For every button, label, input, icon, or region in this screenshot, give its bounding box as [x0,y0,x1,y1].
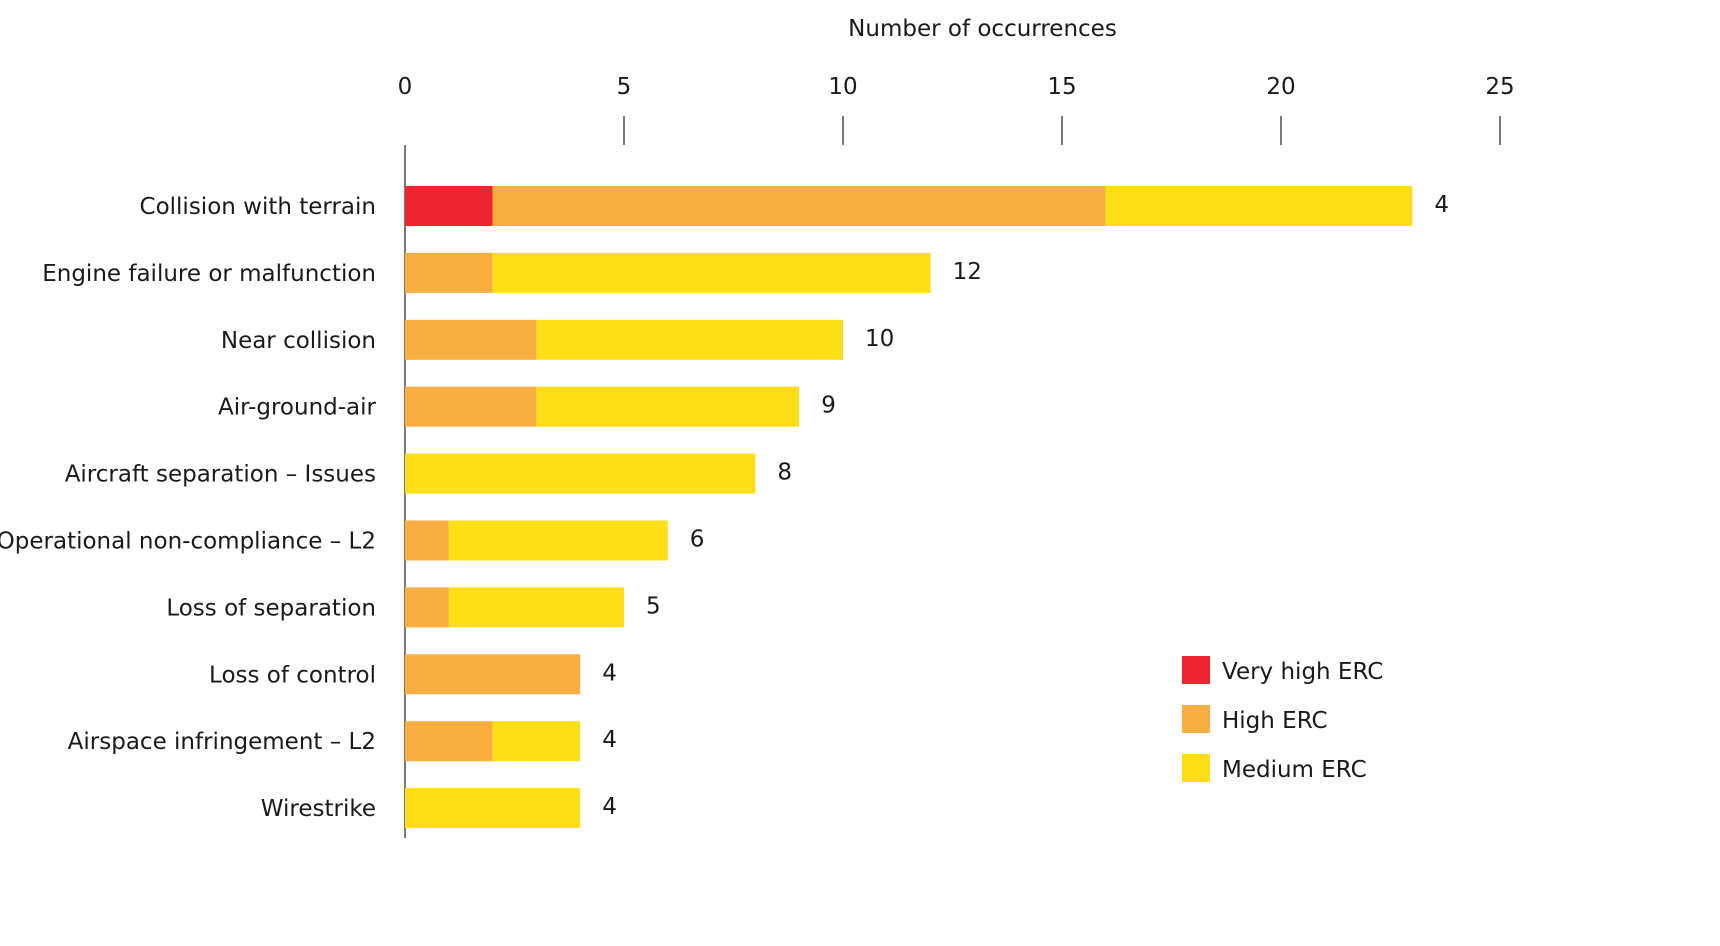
category-label: Operational non-compliance – L2 [0,529,376,555]
bar-segment [448,587,624,628]
bar-segment [405,319,537,360]
legend-label: Medium ERC [1222,757,1367,783]
legend-label: Very high ERC [1222,659,1383,685]
category-labels: Collision with terrain Engine failure or … [0,194,377,822]
category-label: Near collision [221,328,376,354]
legend: Very high ERC High ERC Medium ERC [1182,656,1383,783]
data-labels: 4 12 10 9 8 6 5 4 4 4 [602,192,1449,820]
bar-segment [405,721,493,762]
bar-segment [405,587,449,628]
category-label: Wirestrike [261,796,376,822]
x-axis-title: Number of occurrences [848,16,1117,42]
bar-segment [405,386,537,427]
category-label: Air-ground-air [218,395,377,421]
bar-segment [1105,186,1413,226]
bar-segment [405,186,493,226]
x-tick-label: 25 [1485,74,1514,100]
x-tick-label: 10 [828,74,857,100]
x-tick-label: 0 [398,74,413,100]
data-label: 12 [953,259,982,285]
bar-segment [492,721,581,762]
bars [405,186,1413,829]
bar-segment [405,453,756,494]
category-label: Engine failure or malfunction [42,261,376,287]
data-label: 10 [865,326,894,352]
legend-swatch [1182,656,1210,684]
category-label: Loss of control [209,662,376,688]
data-label: 6 [690,527,705,553]
x-tick-label: 20 [1266,74,1295,100]
data-label: 4 [1434,192,1449,218]
data-label: 4 [602,794,617,820]
category-label: Aircraft separation – Issues [65,462,376,488]
data-label: 4 [602,727,617,753]
bar-segment [536,386,800,427]
bar-segment [405,252,493,293]
data-label: 9 [821,393,836,419]
x-tick-label: 5 [617,74,632,100]
legend-label: High ERC [1222,708,1328,734]
bar-segment [536,319,843,360]
category-label: Airspace infringement – L2 [68,729,376,755]
data-label: 5 [646,593,661,619]
data-label: 8 [777,460,792,486]
bar-segment [492,252,931,293]
bar-segment [448,520,668,561]
bar-segment [405,520,449,561]
legend-swatch [1182,754,1210,782]
bar-segment [405,654,581,695]
bar-segment [492,186,1106,226]
category-label: Collision with terrain [140,194,376,220]
bar-segment [405,788,581,829]
data-label: 4 [602,660,617,686]
x-tick-label: 15 [1047,74,1076,100]
legend-swatch [1182,705,1210,733]
category-label: Loss of separation [166,595,376,621]
